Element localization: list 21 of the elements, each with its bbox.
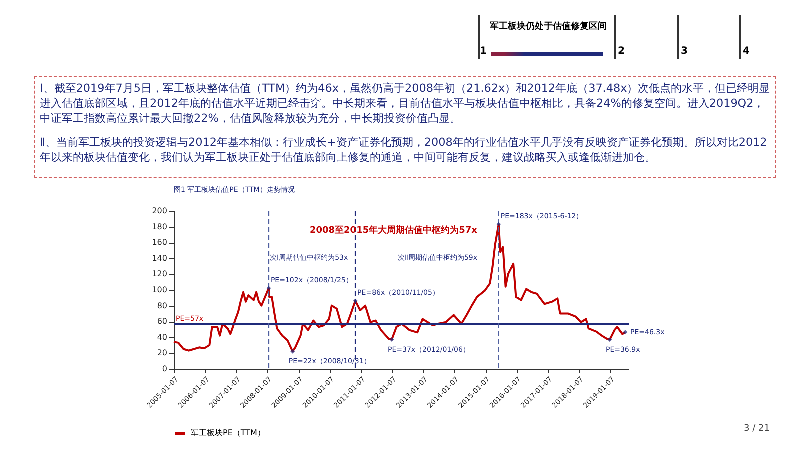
text: 1	[480, 46, 487, 57]
text: 3	[681, 46, 688, 57]
y-tick-label: 200	[152, 206, 168, 216]
y-tick-label: 180	[152, 222, 168, 232]
text: 4	[743, 46, 750, 57]
legend-label: 军工板块PE（TTM）	[191, 428, 266, 438]
y-tick-label: 120	[152, 270, 168, 279]
annotation: 2008至2015年大周期估值中枢约为57x	[310, 224, 478, 237]
y-tick-label: 20	[157, 348, 168, 358]
text: Ⅰ、截至2019年7月5日，军工板块整体估值（TTM）约为46x，虽然仍高于2008年初（21.62x）和2012年底（37.48x）次低点的水平，但已经明显进入估值底部区域，且2012年底的估值水平近期已经击穿。中长期来看，目前估值水平与板块估值中枢相比，具备24%的修复空间。进入2019Q2，中证军工指数高位累计最大回撤22%，估值风险释放较为充分，中长期投资价值凸显。	[40, 81, 772, 126]
y-tick-label: 60	[157, 317, 168, 326]
text: 3 / 21	[744, 424, 770, 434]
y-tick-label: 0	[162, 364, 168, 374]
y-tick-label: 160	[152, 238, 168, 248]
y-tick-label: 140	[152, 254, 168, 263]
text: Ⅱ、当前军工板块的投资逻辑与2012年基本相似：行业成长+资产证券化预期，2008年的行业估值水平几乎没有反映资产证券化预期。所以对比2012年以来的板块估值变化，我们认为军工板块正处于估值底部向上修复的通道，中间可能有反复，建议战略买入或逢低渐进加仓。	[40, 135, 768, 165]
y-tick-label: 80	[157, 301, 168, 310]
text: 军工板块仍处于估值修复区间	[490, 20, 608, 33]
y-tick-label: 100	[152, 286, 168, 294]
text: 2	[618, 46, 625, 57]
y-tick-label: 40	[157, 332, 168, 342]
